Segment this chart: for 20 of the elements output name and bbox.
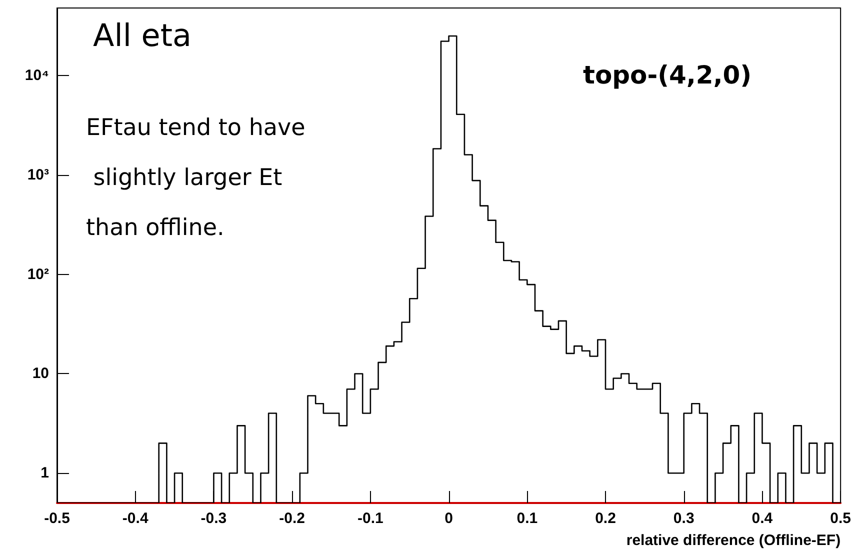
x-tick-label: -0.5 — [44, 510, 70, 527]
x-axis-title: relative difference (Offline-EF) — [626, 532, 841, 549]
annotation: All eta — [93, 18, 192, 54]
x-tick-label: -0.4 — [122, 510, 149, 527]
x-tick-label: -0.3 — [200, 510, 227, 527]
x-tick-label: -0.2 — [279, 510, 305, 527]
y-tick-label: 1 — [40, 464, 49, 482]
y-tick-label: 10⁴ — [24, 67, 49, 84]
x-tick-label: 0 — [444, 510, 453, 527]
x-tick-label: 0.5 — [830, 510, 852, 527]
x-tick-label: 0.4 — [752, 510, 774, 527]
x-tick-label: 0.3 — [673, 510, 694, 527]
y-tick-label: 10³ — [27, 166, 49, 184]
annotation: topo-(4,2,0) — [583, 60, 752, 90]
y-tick-label: 10 — [32, 365, 49, 382]
x-tick-label: 0.1 — [516, 510, 538, 527]
x-tick-label: 0.2 — [595, 510, 616, 527]
annotation: EFtau tend to have slightly larger Et than offline. — [86, 115, 306, 241]
x-tick-label: -0.1 — [358, 510, 384, 527]
y-tick-label: 10² — [27, 266, 49, 283]
